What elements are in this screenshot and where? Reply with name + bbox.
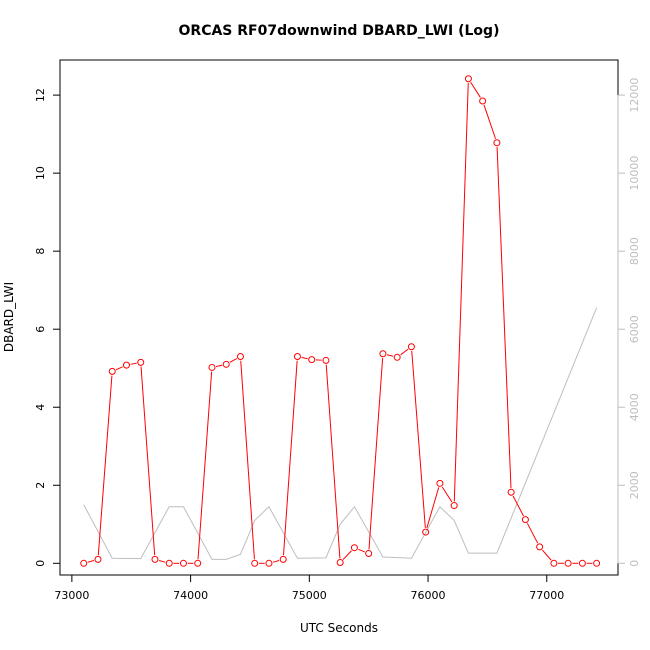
x-axis: 73000 74000 75000 76000 77000 — [54, 574, 564, 602]
x-axis-label: UTC Seconds — [300, 621, 378, 635]
series-red-point — [222, 360, 230, 368]
series-red-point — [521, 516, 529, 524]
series-red-segment — [411, 350, 426, 528]
series-red-point — [194, 559, 202, 567]
y-tick-label: 10 — [34, 166, 47, 180]
series-red-point — [80, 559, 88, 567]
series-red-segment — [441, 486, 453, 503]
series-red-segment — [158, 560, 166, 563]
series-red-point — [94, 555, 102, 563]
series-red-point — [365, 550, 373, 558]
y2-tick-label: 0 — [628, 560, 641, 567]
series-red-point — [122, 361, 130, 369]
series-red-segment — [526, 523, 539, 544]
series-red-segment — [272, 560, 280, 563]
series-red-point — [393, 353, 401, 361]
y-tick-label: 6 — [34, 326, 47, 333]
series-red-point — [450, 502, 458, 510]
series-red-point — [336, 559, 344, 567]
series-red-segment — [342, 550, 352, 560]
x-tick-label: 77000 — [529, 589, 564, 602]
series-red-point — [151, 555, 159, 563]
series-red-point — [564, 559, 572, 567]
series-red-segment — [400, 348, 409, 356]
series-red-point — [464, 75, 472, 83]
series-grey-line — [83, 307, 598, 560]
y2-tick-label: 6000 — [628, 315, 641, 343]
y2-tick-label: 12000 — [628, 78, 641, 113]
series-red-segment — [130, 362, 137, 365]
series-red-segment — [386, 354, 394, 357]
series-red-segment — [97, 375, 113, 556]
series-red-segment — [140, 366, 156, 556]
series-red-segment — [301, 356, 308, 360]
series-red-segment — [229, 358, 238, 363]
series-red-point — [293, 353, 301, 361]
series-red-point — [279, 555, 287, 563]
series-red-segment — [197, 371, 213, 560]
series-red-point — [379, 350, 387, 358]
series-red-point — [350, 544, 358, 552]
y-tick-label: 4 — [34, 404, 47, 411]
series-red-point — [407, 343, 415, 351]
x-tick-label: 74000 — [173, 589, 208, 602]
series-red-segment — [470, 81, 481, 98]
series-red-segment — [483, 104, 497, 139]
y-tick-label: 0 — [34, 560, 47, 567]
x-tick-label: 75000 — [292, 589, 327, 602]
x-tick-label: 73000 — [54, 589, 89, 602]
series-red-segment — [215, 364, 223, 368]
series-red-point — [265, 559, 273, 567]
series-red-segment — [453, 82, 469, 502]
series-layer — [80, 75, 601, 567]
series-red-point — [422, 528, 430, 536]
series-red-point — [493, 139, 501, 147]
series-red-point — [137, 358, 145, 366]
series-red-point — [593, 559, 601, 567]
y-axis: 0 2 4 6 8 10 12 — [34, 88, 61, 567]
series-red-point — [322, 356, 330, 364]
series-red-point — [179, 559, 187, 567]
series-red-segment — [115, 366, 123, 371]
series-red-segment — [426, 487, 440, 529]
series-red-point — [578, 559, 586, 567]
series-red-segment — [496, 146, 512, 489]
series-red-segment — [282, 360, 298, 556]
series-red-segment — [358, 548, 365, 553]
y2-tick-label: 4000 — [628, 393, 641, 421]
series-red-point — [536, 543, 544, 551]
y2-tick-label: 2000 — [628, 471, 641, 499]
series-red-point — [479, 97, 487, 105]
series-red-segment — [87, 560, 95, 563]
series-red-point — [108, 367, 116, 375]
series-red-segment — [512, 495, 524, 517]
series-red-segment — [542, 549, 552, 561]
y2-tick-label: 8000 — [628, 237, 641, 265]
series-red-segment — [240, 360, 255, 560]
x-tick-label: 76000 — [411, 589, 446, 602]
y-tick-label: 12 — [34, 88, 47, 102]
y-tick-label: 2 — [34, 482, 47, 489]
series-red-point — [507, 488, 515, 496]
series-red-segment — [325, 364, 341, 559]
plot-frame — [59, 59, 619, 576]
series-red-point — [251, 559, 259, 567]
y-tick-label: 8 — [34, 248, 47, 255]
y-axis-label: DBARD_LWI — [2, 282, 16, 352]
series-red-segment — [368, 357, 384, 550]
y2-tick-label: 10000 — [628, 156, 641, 191]
y2-axis-right: 0 2000 4000 6000 8000 10000 12000 — [617, 78, 641, 567]
series-red-point — [308, 356, 316, 364]
series-red-point — [208, 363, 216, 371]
series-red-point — [236, 353, 244, 361]
series-red-point — [165, 559, 173, 567]
series-red-point — [436, 479, 444, 487]
series-red-point — [550, 559, 558, 567]
chart-title: ORCAS RF07downwind DBARD_LWI (Log) — [179, 23, 500, 39]
